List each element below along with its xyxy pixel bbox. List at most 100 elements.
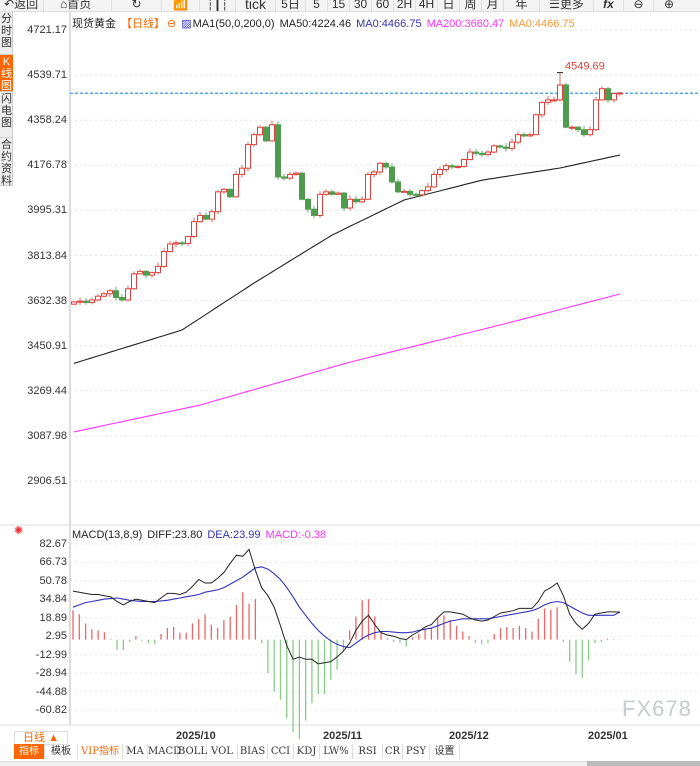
candle-up: [233, 173, 239, 198]
candle-up: [569, 126, 575, 129]
tick-button[interactable]: tick: [236, 0, 276, 11]
zoom-in-button[interactable]: ⊕: [654, 0, 684, 11]
dea-value: DEA:23.99: [207, 529, 261, 541]
period-3[interactable]: 30: [350, 0, 372, 11]
home-button[interactable]: ⌂首页: [60, 0, 112, 11]
candle-up: [191, 221, 197, 238]
macd-axis-label: -28.94: [35, 667, 67, 680]
indicator-tab-12[interactable]: CR: [383, 744, 403, 759]
candle-down: [305, 198, 311, 210]
macd-settings-icon[interactable]: ✺: [14, 525, 24, 537]
period-9[interactable]: 月: [482, 0, 504, 11]
tab-kline[interactable]: K线图: [0, 55, 13, 92]
candle-down: [203, 214, 209, 220]
candle-down: [563, 84, 569, 128]
candle-up: [245, 144, 251, 169]
indicator-tab-10[interactable]: LW%: [320, 744, 353, 759]
candle-up: [461, 159, 467, 167]
indicator-tab-4[interactable]: MACD: [148, 744, 182, 759]
candle-down: [179, 242, 185, 245]
candle-up: [509, 141, 515, 149]
candle-button[interactable]: ┆┃┆: [200, 0, 236, 11]
candle-up: [185, 236, 191, 245]
candle-up: [155, 265, 161, 274]
price-axis-label: 4539.71: [27, 69, 67, 82]
back-button[interactable]: ↶返回: [4, 0, 44, 11]
ma50-line: [73, 154, 621, 364]
indicator-tab-9[interactable]: KDJ: [294, 744, 320, 759]
indicator-tab-2[interactable]: VIP指标: [78, 744, 123, 759]
candle-down: [83, 300, 89, 303]
price-axis-label: 3995.31: [27, 204, 67, 217]
candle-up: [257, 126, 263, 136]
date-axis-label: 2025/12: [449, 730, 489, 742]
diff-value: DIFF:23.80: [147, 529, 203, 541]
indicator-tab-7[interactable]: BIAS: [238, 744, 268, 759]
candle-up: [539, 101, 545, 116]
candle-up: [467, 151, 473, 161]
candle-up: [599, 88, 605, 101]
ma0-value: MA0:4466.75: [356, 18, 422, 30]
candle-up: [173, 242, 179, 245]
candle-up: [167, 243, 173, 252]
candle-up: [77, 300, 83, 303]
candle-up: [593, 99, 599, 131]
period-7[interactable]: 日: [438, 0, 460, 11]
candle-down: [263, 126, 269, 142]
period-2[interactable]: 15: [328, 0, 350, 11]
candle-down: [521, 134, 527, 137]
indicator-tab-5[interactable]: BOLL: [178, 744, 208, 759]
indicator-tab-14[interactable]: 设置: [430, 744, 460, 759]
candle-up: [359, 198, 365, 203]
candle-down: [275, 124, 281, 178]
period-4[interactable]: 60: [372, 0, 394, 11]
macd-name: MACD(13,8,9): [72, 529, 143, 541]
candle-up: [293, 172, 299, 175]
refresh-button[interactable]: ↻: [112, 0, 162, 11]
zoom-out-button[interactable]: ⊖: [624, 0, 654, 11]
period-10[interactable]: 年: [504, 0, 540, 11]
price-axis-label: 3632.38: [27, 294, 67, 307]
candle-up: [251, 134, 257, 146]
period-selector[interactable]: 日线 ▲: [14, 731, 68, 745]
indicator-tab-0[interactable]: 指标: [14, 744, 45, 759]
candle-up: [491, 145, 497, 153]
period-6[interactable]: 4H: [416, 0, 438, 11]
scrollbar-thumb[interactable]: [587, 761, 700, 766]
candle-up: [95, 295, 101, 301]
macd-value: MACD:-0.38: [265, 529, 327, 541]
period-0[interactable]: 5日: [276, 0, 306, 11]
ma-name: MA1(50,0,200,0): [192, 18, 275, 30]
macd-axis-label: 66.73: [39, 556, 67, 569]
tab-contract-info[interactable]: 合约资料: [0, 139, 13, 187]
period-1[interactable]: 5: [306, 0, 328, 11]
macd-axis-label: 2.95: [45, 630, 67, 643]
more-button[interactable]: ☰更多: [540, 0, 594, 11]
line-chart-button[interactable]: 📶: [162, 0, 200, 11]
indicator-tab-13[interactable]: PSY: [403, 744, 430, 759]
indicator-tab-11[interactable]: RSI: [353, 744, 383, 759]
indicator-tab-8[interactable]: CCI: [268, 744, 294, 759]
indicator-tab-3[interactable]: MA: [123, 744, 148, 759]
candle-down: [395, 181, 401, 193]
macd-axis-label: 18.89: [39, 611, 67, 624]
horizontal-scrollbar[interactable]: [0, 761, 700, 766]
ma-indicator-icon[interactable]: ▨: [181, 18, 192, 30]
macd-legend: MACD(13,8,9) DIFF:23.80 DEA:23.99 MACD:-0.3…: [72, 529, 331, 541]
tab-flash[interactable]: 闪电图: [0, 92, 13, 138]
period-5[interactable]: 2H: [394, 0, 416, 11]
candle-up: [209, 211, 215, 220]
candle-down: [353, 198, 359, 203]
price-axis-label: 3813.84: [27, 249, 67, 262]
period-8[interactable]: 周: [460, 0, 482, 11]
formula-button[interactable]: fx: [594, 0, 624, 11]
settings-icon[interactable]: ⊖: [167, 18, 177, 30]
indicator-tab-1[interactable]: 模板: [45, 744, 78, 759]
indicator-tab-6[interactable]: VOL: [207, 744, 238, 759]
menu-icon: ☰: [549, 0, 560, 11]
price-legend: 现货黄金 【日线】 ⊖ ▨MA1(50,0,200,0) MA50:4224.46 MA0…: [72, 15, 580, 31]
zoom-out-icon: ⊖: [633, 0, 644, 11]
tab-timeshare[interactable]: 分时图: [0, 12, 13, 55]
candle-down: [389, 166, 395, 183]
